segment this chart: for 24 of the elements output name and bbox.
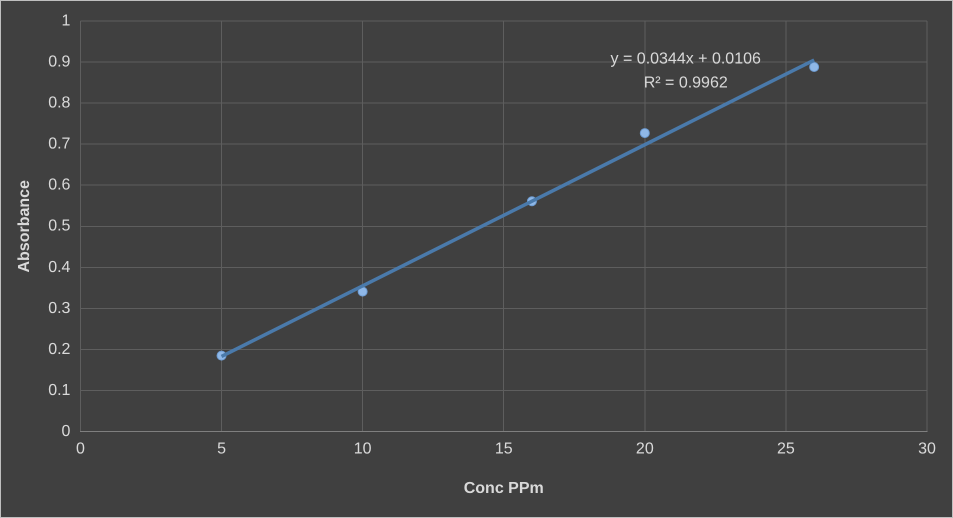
y-tick-label: 1 [62,12,71,30]
point [640,128,650,138]
annotation: y = 0.0344x + 0.0106 [610,50,762,68]
y-axis-title: Absorbance [16,180,34,273]
x-tick-label: 0 [76,440,85,458]
x-axis-title: Conc PPm [464,480,544,497]
y-tick-label: 0.6 [48,176,71,194]
y-tick-label: 0.1 [48,382,71,399]
y-tick-label: 0.8 [48,94,71,112]
x-tick-label: 10 [354,440,372,458]
annotation: R² = 0.9962 [644,74,728,92]
y-tick-label: 0.7 [48,136,71,153]
y-tick-label: 0.9 [48,53,71,70]
x-tick-label: 20 [636,440,654,458]
x-tick-label: 5 [217,440,226,458]
y-tick-label: 0.2 [48,340,71,358]
x-tick-label: 15 [494,440,513,458]
y-tick-label: 0.4 [48,258,71,276]
x-tick-label: 30 [918,440,936,458]
x-tick-label: 25 [777,440,795,458]
y-tick-label: 0 [62,423,71,440]
y-tick-label: 0.3 [48,300,71,317]
point [809,62,820,72]
y-tick-label: 0.5 [48,218,71,235]
